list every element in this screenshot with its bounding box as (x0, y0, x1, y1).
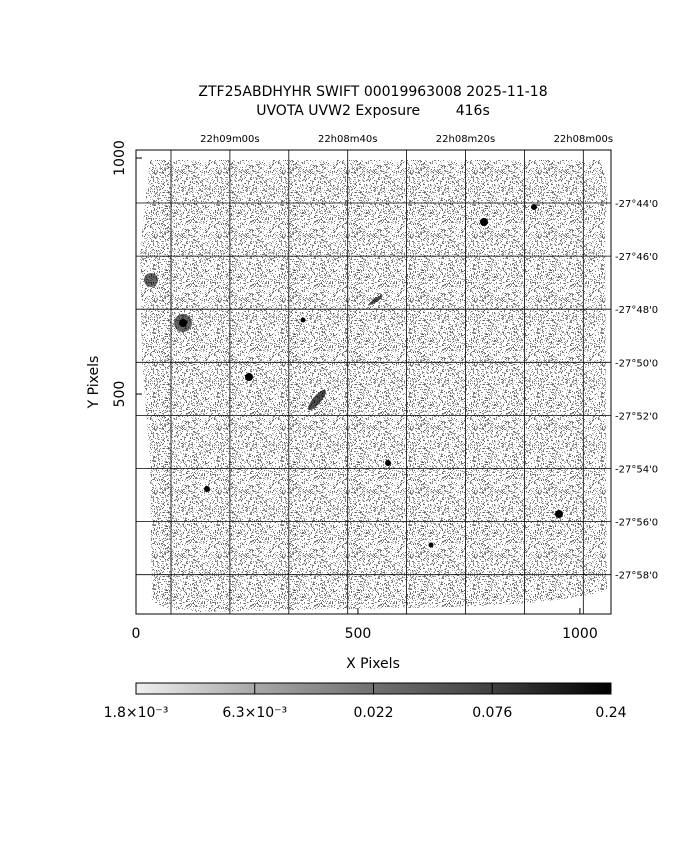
x-axis-label: X Pixels (346, 656, 400, 672)
x-tick-label: 500 (345, 626, 372, 642)
title-line: UVOTA UVW2 Exposure 416s (256, 103, 490, 119)
dec-tick-label: -27°58'0 (615, 571, 658, 582)
sky-image (140, 160, 608, 612)
sources (144, 204, 563, 548)
ra-tick-label: 22h08m40s (318, 134, 377, 145)
plot-frame (135, 149, 612, 615)
dec-tick-label: -27°54'0 (615, 465, 658, 476)
x-tick-label: 0 (132, 626, 141, 642)
dec-tick-label: -27°48'0 (615, 305, 658, 316)
ra-tick-label: 22h08m20s (436, 134, 495, 145)
ra-tick-label: 22h09m00s (200, 134, 259, 145)
colorbar-label: 6.3×10⁻³ (222, 705, 287, 721)
title-line: ZTF25ABDHYHR SWIFT 00019963008 2025-11-1… (198, 84, 547, 100)
dec-tick-label: -27°56'0 (615, 518, 658, 529)
y-tick-label: 1000 (112, 140, 128, 176)
y-tick-label: 500 (112, 381, 128, 408)
ra-tick-label: 22h08m00s (554, 134, 613, 145)
colorbar-label: 0.24 (595, 705, 626, 721)
colorbar-label: 1.8×10⁻³ (104, 705, 169, 721)
dec-tick-label: -27°52'0 (615, 411, 658, 422)
dec-tick-label: -27°50'0 (615, 358, 658, 369)
dec-tick-label: -27°46'0 (615, 252, 658, 263)
colorbar-label: 0.076 (472, 705, 512, 721)
x-tick-label: 1000 (562, 626, 598, 642)
y-axis-label: Y Pixels (86, 356, 102, 410)
colorbar-label: 0.022 (353, 705, 393, 721)
coordinate-grid (136, 150, 611, 614)
dec-tick-label: -27°44'0 (615, 199, 658, 210)
